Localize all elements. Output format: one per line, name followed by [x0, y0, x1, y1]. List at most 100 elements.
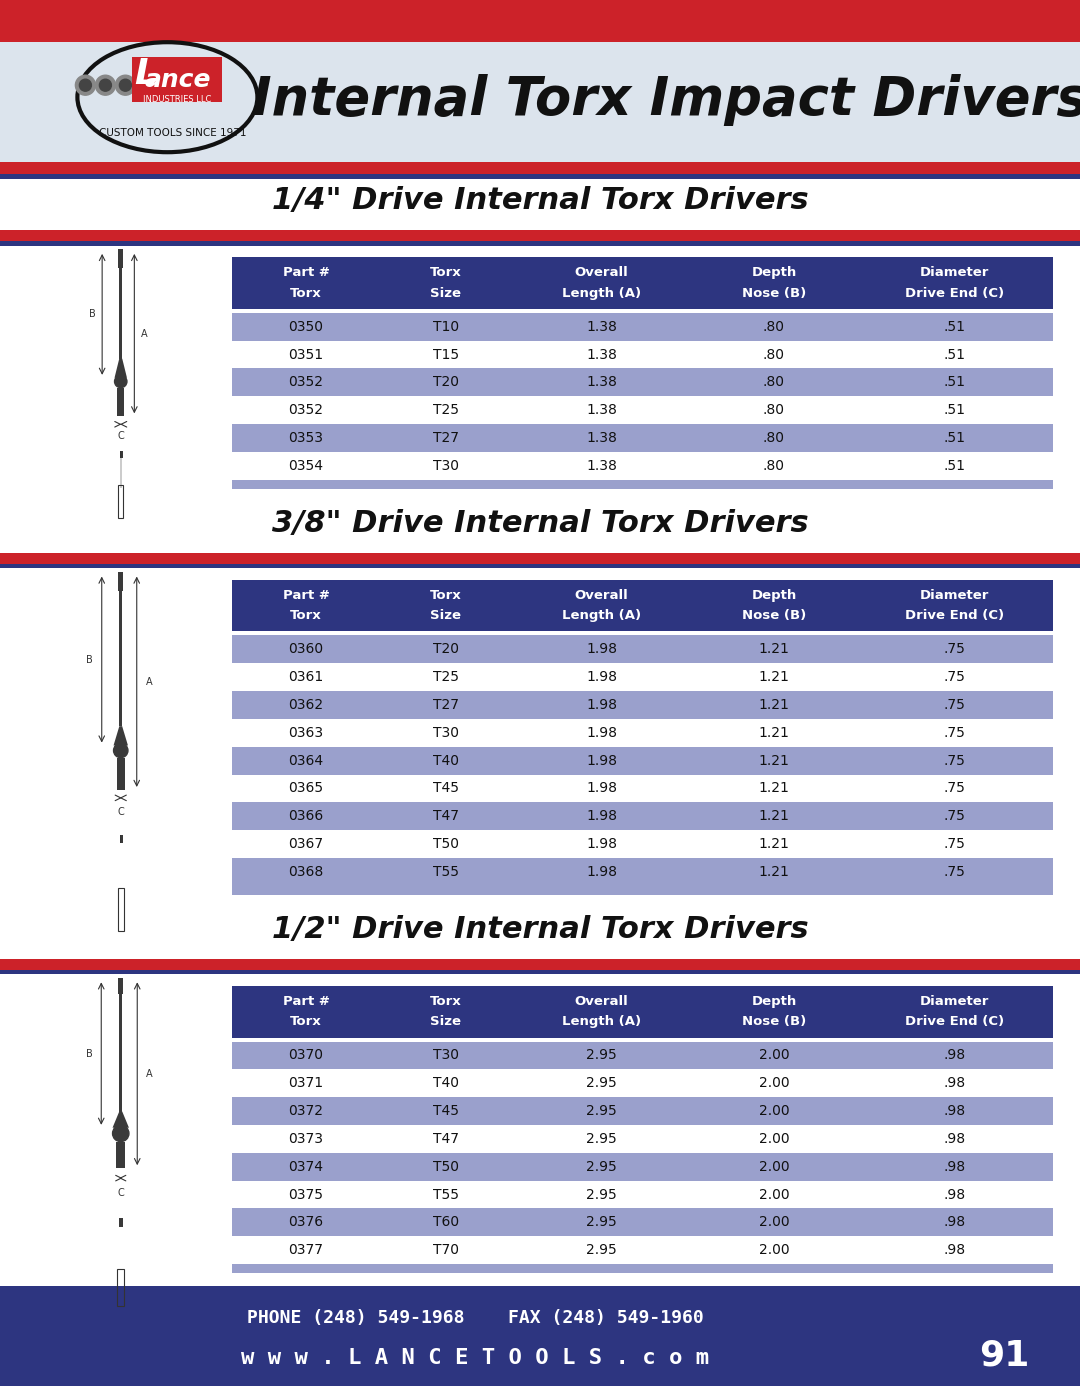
Bar	[0, 1286, 1080, 1386]
Text: .98: .98	[944, 1243, 966, 1257]
Text: 1.21: 1.21	[758, 837, 789, 851]
Text: 2.00: 2.00	[758, 1132, 789, 1146]
Text: T20: T20	[433, 642, 459, 657]
Text: .98: .98	[944, 1048, 966, 1063]
Circle shape	[114, 376, 127, 388]
Text: Part #: Part #	[283, 266, 329, 279]
Text: 1.98: 1.98	[586, 782, 617, 796]
Text: 2.00: 2.00	[758, 1048, 789, 1063]
Bar	[232, 369, 1053, 396]
Polygon shape	[112, 1112, 129, 1128]
Text: T40: T40	[433, 1077, 459, 1091]
Text: Depth: Depth	[752, 266, 797, 279]
Text: Diameter: Diameter	[920, 589, 989, 602]
Text: T47: T47	[433, 809, 459, 823]
Text: 1.21: 1.21	[758, 642, 789, 657]
Circle shape	[95, 75, 116, 96]
Text: Torx: Torx	[430, 995, 461, 1008]
Text: 2.95: 2.95	[586, 1188, 617, 1202]
Text: A: A	[146, 676, 152, 687]
Text: T25: T25	[433, 403, 459, 417]
Text: .98: .98	[944, 1160, 966, 1174]
Circle shape	[99, 79, 111, 91]
Bar	[0, 175, 1080, 179]
Bar	[232, 635, 1053, 664]
Bar	[118, 888, 124, 931]
Text: T45: T45	[433, 782, 459, 796]
Text: 2.00: 2.00	[758, 1105, 789, 1119]
Text: 0362: 0362	[288, 699, 324, 712]
Bar	[232, 424, 1053, 452]
Text: 1.21: 1.21	[758, 726, 789, 740]
Bar	[118, 1270, 124, 1306]
Text: 2.95: 2.95	[586, 1243, 617, 1257]
Text: .98: .98	[944, 1105, 966, 1119]
Bar	[232, 396, 1053, 424]
Text: 0365: 0365	[288, 782, 324, 796]
Text: T30: T30	[433, 1048, 459, 1063]
Text: .98: .98	[944, 1077, 966, 1091]
Text: Overall: Overall	[575, 266, 629, 279]
Bar	[232, 802, 1053, 830]
Text: .80: .80	[762, 459, 785, 473]
Text: .75: .75	[944, 671, 966, 685]
Text: 1.38: 1.38	[586, 459, 617, 473]
Text: T50: T50	[433, 1160, 459, 1174]
Bar	[232, 775, 1053, 802]
Text: T27: T27	[433, 431, 459, 445]
Text: .51: .51	[944, 459, 966, 473]
Text: B: B	[89, 309, 95, 319]
Text: .51: .51	[944, 403, 966, 417]
Text: 0368: 0368	[288, 865, 324, 879]
Text: .98: .98	[944, 1132, 966, 1146]
Text: C: C	[118, 431, 124, 441]
Text: Size: Size	[430, 287, 461, 299]
Text: 1/2" Drive Internal Torx Drivers: 1/2" Drive Internal Torx Drivers	[272, 915, 808, 944]
Text: .80: .80	[762, 348, 785, 362]
Bar	[117, 758, 125, 790]
Bar	[0, 162, 1080, 175]
Bar	[120, 590, 122, 726]
Text: 1.98: 1.98	[586, 754, 617, 768]
Text: 2.00: 2.00	[758, 1188, 789, 1202]
Bar	[232, 1264, 1053, 1274]
Text: 1.38: 1.38	[586, 431, 617, 445]
Text: 0377: 0377	[288, 1243, 324, 1257]
Bar	[120, 452, 122, 488]
Bar	[0, 564, 1080, 568]
Bar	[232, 1041, 1053, 1070]
Bar	[232, 313, 1053, 341]
Text: Drive End (C): Drive End (C)	[905, 1016, 1004, 1028]
Text: Length (A): Length (A)	[562, 1016, 642, 1028]
Text: 1.98: 1.98	[586, 865, 617, 879]
Text: 1.21: 1.21	[758, 671, 789, 685]
Text: .98: .98	[944, 1188, 966, 1202]
Text: B: B	[86, 654, 93, 664]
Text: .75: .75	[944, 865, 966, 879]
Bar	[119, 977, 123, 994]
Bar	[232, 1153, 1053, 1181]
Bar	[232, 1125, 1053, 1153]
Text: w w w . L A N C E T O O L S . c o m: w w w . L A N C E T O O L S . c o m	[241, 1349, 710, 1368]
Text: Torx: Torx	[291, 1016, 322, 1028]
Text: 1/4" Drive Internal Torx Drivers: 1/4" Drive Internal Torx Drivers	[272, 186, 808, 215]
Text: Depth: Depth	[752, 995, 797, 1008]
Text: 91: 91	[980, 1339, 1029, 1374]
Text: 0367: 0367	[288, 837, 324, 851]
Text: 0370: 0370	[288, 1048, 324, 1063]
Text: PHONE (248) 549-1968    FAX (248) 549-1960: PHONE (248) 549-1968 FAX (248) 549-1960	[247, 1308, 703, 1326]
Text: T27: T27	[433, 699, 459, 712]
Text: L: L	[134, 57, 157, 91]
Text: 0350: 0350	[288, 320, 324, 334]
Text: .80: .80	[762, 431, 785, 445]
Text: .80: .80	[762, 376, 785, 389]
Text: .51: .51	[944, 431, 966, 445]
Text: 0352: 0352	[288, 376, 324, 389]
Text: 1.98: 1.98	[586, 837, 617, 851]
Bar	[120, 834, 122, 893]
Bar	[119, 572, 123, 590]
Bar	[232, 692, 1053, 719]
Text: T70: T70	[433, 1243, 459, 1257]
Polygon shape	[113, 726, 127, 746]
Bar	[0, 553, 1080, 564]
